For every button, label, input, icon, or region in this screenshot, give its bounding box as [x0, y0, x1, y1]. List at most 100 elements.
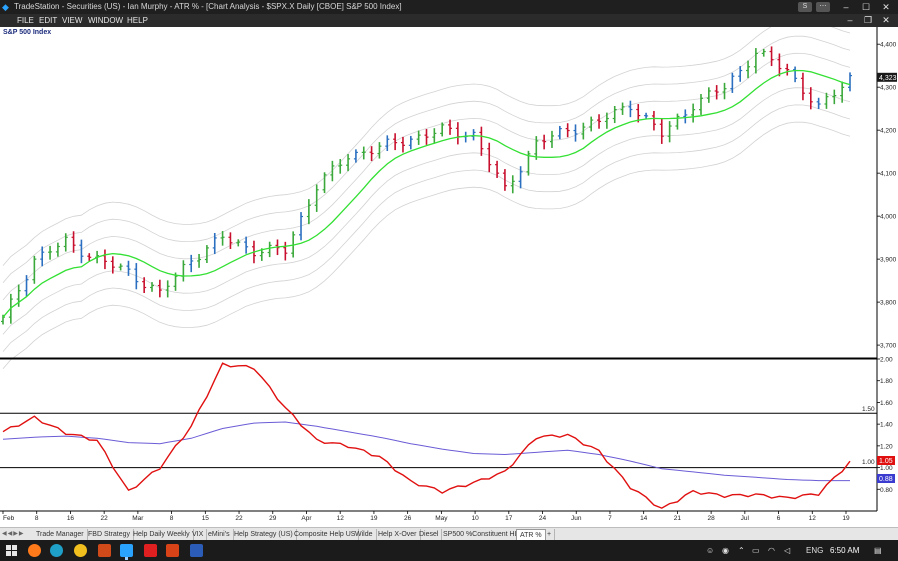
taskbar-clock[interactable]: 6:50 AM [830, 546, 860, 555]
atr-percent-line [2, 362, 851, 509]
tray-wifi-icon[interactable]: ◠ [768, 546, 775, 555]
menu-window[interactable]: WINDOW [88, 16, 124, 25]
app-6-icon[interactable] [144, 544, 157, 557]
tray-volume-icon[interactable]: ◁ [784, 546, 791, 555]
price-bar [346, 154, 351, 172]
tab-composite-help-us[interactable]: Composite Help US [291, 529, 360, 540]
date-tick-label: 12 [337, 515, 345, 522]
tab-scroll-arrows-icon[interactable]: ◀◀▶▶ [2, 531, 25, 537]
price-bar [659, 118, 664, 144]
date-tick-label: 6 [777, 515, 781, 522]
tab-atr-percent[interactable]: ATR % [516, 529, 546, 540]
tab-vix[interactable]: VIX [189, 529, 208, 540]
price-bar [157, 279, 162, 298]
date-tick-label: 14 [640, 515, 648, 522]
windows-start-icon[interactable] [6, 545, 17, 556]
date-tick-label: May [435, 515, 448, 522]
date-tick-label: 17 [505, 515, 513, 522]
symbol-label: S&P 500 Index [3, 29, 51, 36]
child-minimize-icon[interactable]: – [847, 15, 853, 25]
price-bar [432, 128, 437, 144]
tray-overflow-icon[interactable]: ⌃ [738, 546, 745, 555]
language-indicator[interactable]: ENG [806, 546, 824, 555]
price-bar [620, 102, 625, 115]
menu-view[interactable]: VIEW [62, 16, 83, 25]
tradestation-taskbar-icon[interactable] [120, 544, 133, 557]
child-close-icon[interactable]: ✕ [882, 15, 890, 25]
price-bar [636, 104, 641, 123]
price-bar [714, 85, 719, 100]
price-bar [738, 66, 743, 82]
maximize-icon[interactable]: ☐ [861, 2, 871, 12]
price-bar [228, 232, 233, 249]
price-bar [299, 212, 304, 241]
tray-people-icon[interactable]: ☺ [706, 546, 715, 555]
price-bar [32, 255, 37, 284]
tray-app-icon[interactable]: ◉ [722, 546, 729, 555]
word-icon[interactable] [190, 544, 203, 557]
tab-wilde[interactable]: Wilde [352, 529, 377, 540]
price-tick-label: 4,000 [880, 214, 897, 221]
band-line [2, 121, 851, 369]
price-bars [1, 46, 852, 325]
band-line [2, 104, 851, 352]
firefox-icon[interactable] [28, 544, 41, 557]
tab-fbd-strategy[interactable]: FBD Strategy [85, 529, 135, 540]
price-bar [746, 60, 751, 79]
date-tick-label: 7 [608, 515, 612, 522]
tab-help-strategy-us[interactable]: Help Strategy (US) [231, 529, 297, 540]
price-bar [495, 160, 500, 178]
price-bar [385, 135, 390, 151]
menu-help[interactable]: HELP [127, 16, 148, 25]
atr-level-150-label: 1.50 [862, 406, 875, 413]
tab-eminis[interactable]: eMini's [205, 529, 234, 540]
price-bar [628, 100, 633, 118]
price-bar [314, 184, 319, 212]
date-tick-label: 24 [539, 515, 547, 522]
atr-current-box [877, 456, 895, 465]
price-bar [675, 113, 680, 130]
price-bar [487, 142, 492, 173]
file-explorer-icon[interactable] [98, 544, 111, 557]
price-bar [448, 119, 453, 135]
price-bar [816, 97, 821, 110]
band-line [2, 35, 851, 284]
price-bar [848, 72, 852, 92]
date-tick-label: 10 [471, 515, 479, 522]
notifications-icon[interactable]: ▤ [874, 546, 882, 555]
powerpoint-icon[interactable] [166, 544, 179, 557]
price-bar [55, 242, 60, 257]
price-bar [189, 254, 194, 273]
last-price-box [877, 72, 897, 82]
link-button-icon[interactable]: S [798, 2, 812, 12]
options-button-icon[interactable]: ⋯ [816, 2, 830, 12]
price-bar [581, 122, 586, 140]
chart-analysis[interactable]: S&P 500 Index 4,400 4,300 4,200 4,100 4,000 3… [0, 27, 898, 527]
price-bar [236, 239, 241, 247]
minimize-icon[interactable]: – [843, 2, 849, 12]
date-tick-label: Apr [301, 515, 312, 522]
tab-trade-manager[interactable]: Trade Manager [33, 529, 88, 540]
tab-sp500-constituent-hl[interactable]: SP500 %Constituent HL [440, 529, 523, 540]
child-restore-icon[interactable]: ❐ [863, 15, 873, 25]
date-tick-label: 22 [235, 515, 243, 522]
menu-file[interactable]: FILE [17, 16, 34, 25]
add-tab-button[interactable]: + [544, 529, 556, 540]
tab-diesel[interactable]: Diesel [416, 529, 443, 540]
tab-help-x-over[interactable]: Help X-Over [375, 529, 421, 540]
edge-icon[interactable] [50, 544, 63, 557]
price-bar [479, 126, 484, 156]
menu-edit[interactable]: EDIT [39, 16, 58, 25]
price-bar [283, 241, 288, 261]
price-axis: 4,400 4,300 4,200 4,100 4,000 3,900 3,800 3,700 [877, 42, 897, 350]
tray-network-icon[interactable]: ▭ [752, 546, 760, 555]
price-bar [165, 280, 170, 298]
date-axis: Feb 8 16 22 Mar 8 15 22 29 Apr 12 19 26 May 10 17 24 Jun 7… [2, 511, 850, 522]
tab-help-daily-weekly[interactable]: Help Daily Weekly [130, 529, 194, 540]
workspace-tab-bar: ◀◀▶▶ Trade Manager FBD Strategy Help Dai… [0, 527, 898, 540]
price-bar [800, 72, 805, 101]
close-icon[interactable]: ✕ [882, 2, 890, 12]
date-tick-label: Mar [132, 515, 144, 522]
atr-tick-label: 1.40 [880, 422, 893, 429]
chrome-icon[interactable] [74, 544, 87, 557]
